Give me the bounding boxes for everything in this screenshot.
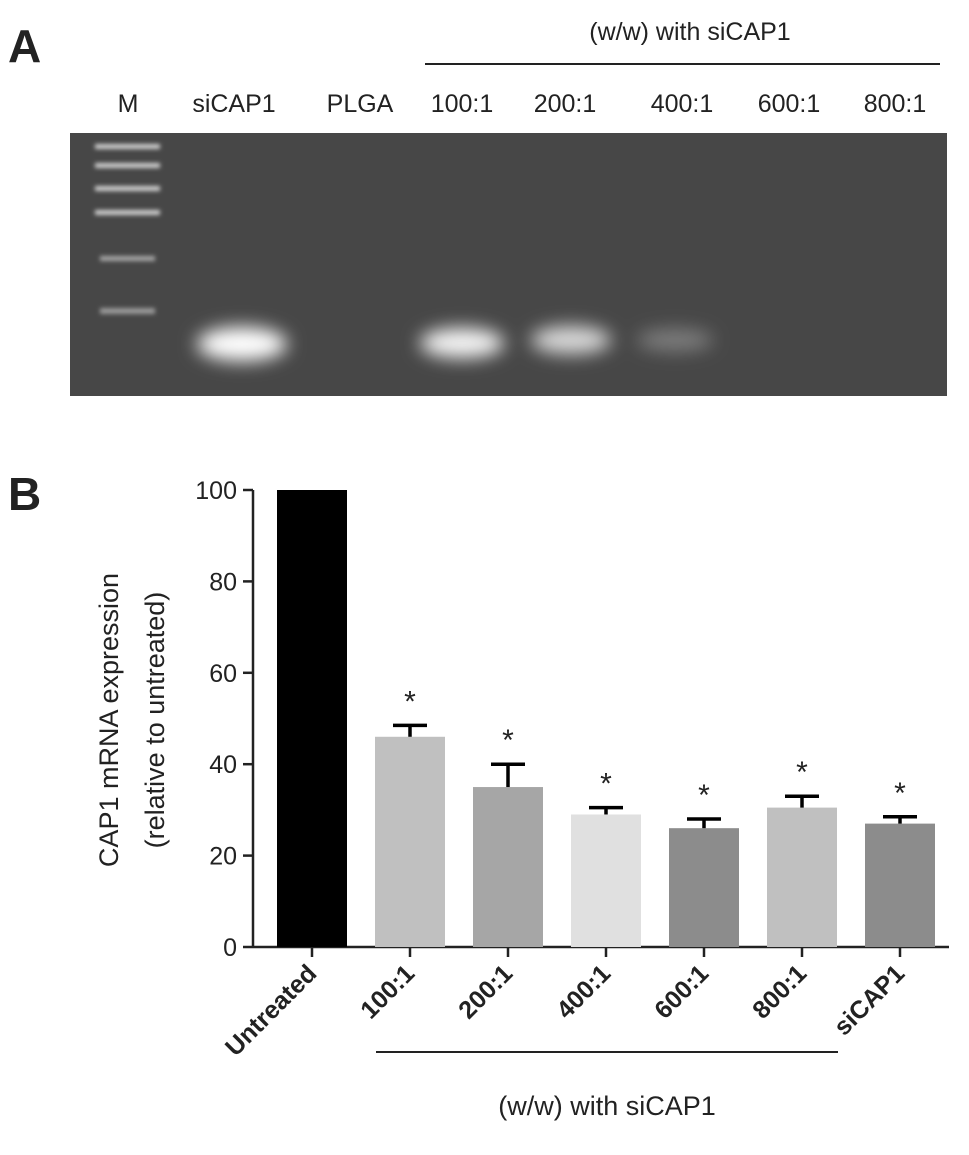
- lane-label: 400:1: [651, 90, 714, 118]
- lane-label: 600:1: [758, 90, 821, 118]
- y-tick-label: 0: [223, 934, 237, 962]
- y-axis-label: CAP1 mRNA expression: [94, 573, 124, 867]
- lane-label: 100:1: [431, 90, 494, 118]
- bar: [571, 814, 641, 947]
- bar: [669, 828, 739, 947]
- lane-label: PLGA: [327, 90, 394, 118]
- significance: *: [796, 756, 808, 789]
- y-axis-label: (relative to untreated): [140, 592, 170, 849]
- lane-label: 200:1: [534, 90, 597, 118]
- significance: *: [600, 768, 612, 801]
- lane-label: 800:1: [864, 90, 927, 118]
- y-tick-label: 40: [209, 751, 237, 779]
- y-tick-label: 80: [209, 568, 237, 596]
- error-bar: [393, 723, 427, 737]
- y-tick-label: 20: [209, 843, 237, 871]
- group-label: (w/w) with siCAP1: [498, 1091, 716, 1121]
- gel-bands: [197, 326, 713, 361]
- y-tick-label: 100: [195, 477, 237, 505]
- error-bar: [589, 805, 623, 815]
- bar: [767, 807, 837, 947]
- error-bar: [883, 815, 917, 824]
- significance: *: [698, 779, 710, 812]
- group-label: (w/w) with siCAP1: [589, 18, 790, 46]
- lane-label: siCAP1: [192, 90, 275, 118]
- bar: [865, 823, 935, 947]
- error-bar: [687, 817, 721, 829]
- x-tick-label: 200:1: [453, 959, 518, 1024]
- significance: *: [502, 724, 514, 757]
- bar: [375, 736, 445, 947]
- gel: [70, 133, 947, 396]
- y-tick-label: 60: [209, 660, 237, 688]
- x-tick-label: 600:1: [649, 959, 714, 1024]
- x-tick-label: 800:1: [747, 959, 812, 1024]
- significance: *: [404, 685, 416, 718]
- x-tick-label: 100:1: [355, 959, 420, 1024]
- significance: *: [894, 777, 906, 810]
- bar: [277, 490, 347, 947]
- ladder: [95, 144, 160, 314]
- error-bar: [785, 794, 819, 808]
- bar: [473, 787, 543, 947]
- lane-label: M: [118, 90, 139, 118]
- error-bar: [491, 762, 525, 788]
- panel-label: B: [8, 468, 41, 520]
- x-tick-label: siCAP1: [829, 959, 911, 1041]
- x-tick-label: Untreated: [220, 959, 322, 1061]
- x-tick-label: 400:1: [551, 959, 616, 1024]
- panel-label: A: [8, 20, 41, 72]
